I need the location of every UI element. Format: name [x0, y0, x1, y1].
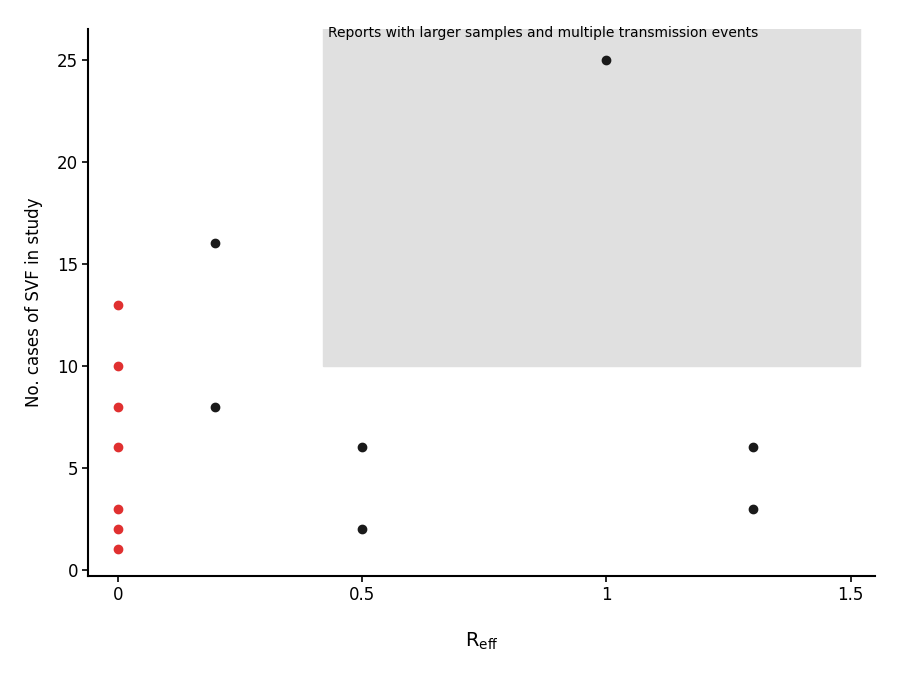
Text: R$_{\sf{eff}}$: R$_{\sf{eff}}$: [464, 630, 499, 652]
Bar: [323, 19, 860, 366]
Y-axis label: No. cases of SVF in study: No. cases of SVF in study: [25, 197, 43, 407]
Text: Reports with larger samples and multiple transmission events: Reports with larger samples and multiple…: [328, 26, 758, 40]
